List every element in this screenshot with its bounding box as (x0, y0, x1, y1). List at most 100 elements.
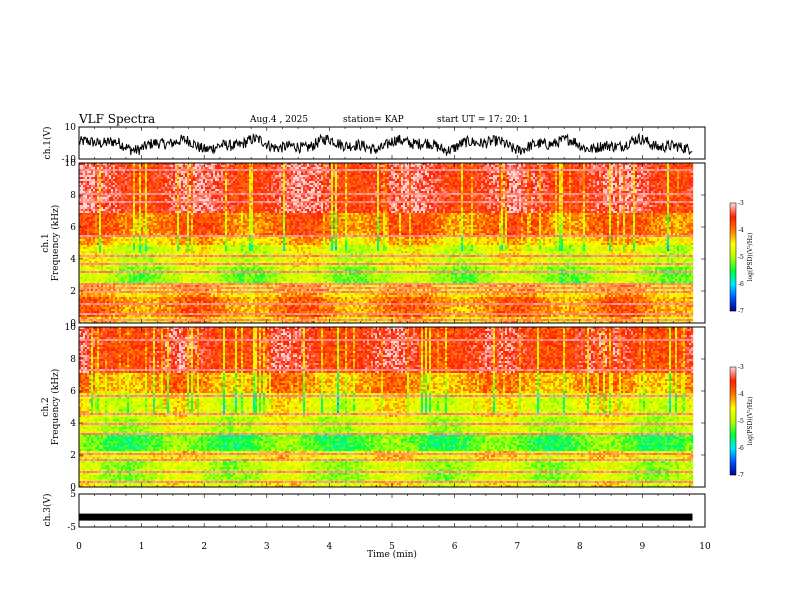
spectrogram-cell (683, 165, 685, 167)
spectrogram-cell (233, 181, 235, 183)
spectrogram-cell (561, 169, 563, 171)
spectrogram-cell (283, 169, 285, 171)
spectrogram-cell (617, 167, 619, 169)
spectrogram-cell (201, 171, 203, 173)
spectrogram-cell (289, 167, 291, 169)
spectrogram-cell (177, 177, 179, 179)
spectrogram-cell (553, 169, 555, 171)
spectrogram-cell (309, 173, 311, 175)
spectrogram-cell (115, 173, 117, 175)
spectrogram-cell (247, 165, 249, 167)
spectrogram-cell (255, 181, 257, 183)
spectrogram-cell (477, 175, 479, 177)
spectrogram-cell (229, 175, 231, 177)
spectrogram-cell (365, 177, 367, 179)
spectrogram-cell (443, 173, 445, 175)
spectrogram-cell (587, 175, 589, 177)
spectrogram-cell (645, 177, 647, 179)
spectrogram-cell (321, 165, 323, 167)
spectrogram-cell (205, 179, 207, 181)
spectrogram-cell (349, 173, 351, 175)
spectrogram-cell (411, 169, 413, 171)
spectrogram-cell (437, 179, 439, 181)
spectrogram-cell (153, 179, 155, 181)
spectrogram-cell (559, 167, 561, 169)
spectrogram-cell (251, 171, 253, 173)
spectrogram-cell (661, 173, 663, 175)
spectrogram-cell (351, 169, 353, 171)
spectrogram-cell (509, 173, 511, 175)
spectrogram-cell (521, 167, 523, 169)
spectrogram-cell (191, 181, 193, 183)
spectrogram-cell (277, 169, 279, 171)
spectrogram-cell (269, 181, 271, 183)
spectrogram-cell (543, 169, 545, 171)
spectrogram-cell (407, 181, 409, 183)
spectrogram-cell (199, 175, 201, 177)
spectrogram-cell (215, 169, 217, 171)
spectrogram-cell (95, 175, 97, 177)
spectrogram-cell (581, 165, 583, 167)
spectrogram-cell (415, 169, 417, 171)
spectrogram-cell (341, 165, 343, 167)
spectrogram-cell (441, 169, 443, 171)
spectrogram-cell (315, 165, 317, 167)
spectrogram-cell (129, 179, 131, 181)
spectrogram-cell (689, 169, 691, 171)
spectrogram-cell (135, 177, 137, 179)
spectrogram-cell (505, 177, 507, 179)
spectrogram-cell (81, 181, 83, 183)
spectrogram-cell (519, 171, 521, 173)
spectrogram-cell (579, 177, 581, 179)
spectrogram-cell (657, 175, 659, 177)
spectrogram-cell (641, 175, 643, 177)
spectrogram-cell (183, 167, 185, 169)
spectrogram-cell (101, 173, 103, 175)
spectrogram-cell (247, 169, 249, 171)
spectrogram-cell (411, 167, 413, 169)
spectrogram-cell (607, 169, 609, 171)
spectrogram-cell (311, 173, 313, 175)
spectrogram-cell (87, 179, 89, 181)
spectrogram-cell (603, 175, 605, 177)
spectrogram-cell (313, 173, 315, 175)
spectrogram-cell (447, 181, 449, 183)
spectrogram-cell (177, 171, 179, 173)
spectrogram-cell (629, 169, 631, 171)
spectrogram-cell (459, 179, 461, 181)
spectrogram-cell (365, 169, 367, 171)
spectrogram-cell (463, 175, 465, 177)
spectrogram-cell (361, 179, 363, 181)
spectrogram-cell (515, 175, 517, 177)
spectrogram-cell (473, 165, 475, 167)
spectrogram-cell (421, 171, 423, 173)
spectrogram-cell (95, 181, 97, 183)
spectrogram-cell (579, 167, 581, 169)
spectrogram-cell (183, 181, 185, 183)
spectrogram-cell (161, 169, 163, 171)
ch1-waveform-panel: -1010 ch.1(V) (42, 123, 705, 165)
spectrogram-cell (109, 173, 111, 175)
spectrogram-cell (441, 179, 443, 181)
spectrogram-cell (453, 175, 455, 177)
spectrogram-cell (669, 171, 671, 173)
spectrogram-cell (381, 179, 383, 181)
spectrogram-cell (337, 167, 339, 169)
spectrogram-cell (355, 177, 357, 179)
spectrogram-cell (325, 173, 327, 175)
spectrogram-cell (91, 181, 93, 183)
spectrogram-cell (281, 181, 283, 183)
spectrogram-cell (391, 181, 393, 183)
spectrogram-cell (157, 171, 159, 173)
spectrogram-cell (133, 175, 135, 177)
spectrogram-cell (293, 177, 295, 179)
spectrogram-cell (141, 169, 143, 171)
spectrogram-cell (225, 169, 227, 171)
spectrogram-cell (281, 167, 283, 169)
spectrogram-cell (349, 167, 351, 169)
spectrogram-cell (549, 175, 551, 177)
spectrogram-cell (669, 173, 671, 175)
spectrogram-cell (167, 167, 169, 169)
spectrogram-cell (563, 177, 565, 179)
spectrogram-cell (555, 175, 557, 177)
